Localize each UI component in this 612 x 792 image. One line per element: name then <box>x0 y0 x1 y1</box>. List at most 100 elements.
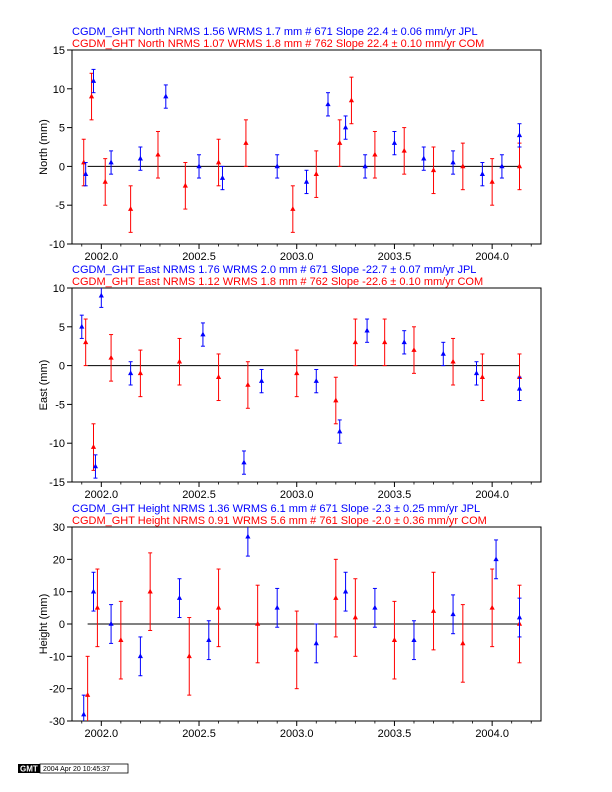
height-x-tick-label: 2003.0 <box>280 728 314 740</box>
north-jpl-point <box>362 163 368 169</box>
height-jpl-point <box>493 556 499 562</box>
east-title-com: CGDM_GHT East NRMS 1.12 WRMS 1.8 mm # 76… <box>72 276 483 288</box>
height-y-tick-label: 30 <box>53 522 65 534</box>
north-com-point <box>102 178 108 184</box>
east-com-point <box>83 339 89 345</box>
height-jpl-point <box>137 653 143 659</box>
east-x-tick-label: 2002.0 <box>84 489 118 501</box>
east-y-tick-label: 5 <box>59 322 65 334</box>
east-jpl-point <box>401 339 407 345</box>
east-data-points <box>79 288 523 479</box>
height-com-point <box>255 621 261 626</box>
height-jpl-point <box>411 637 417 642</box>
height-com-point <box>186 653 192 659</box>
east-y-axis-label: East (mm) <box>38 360 50 411</box>
north-x-tick-label: 2004.0 <box>475 251 509 263</box>
height-y-tick-label: 10 <box>53 587 65 599</box>
north-plot-frame <box>71 49 542 245</box>
height-jpl-point <box>313 640 319 646</box>
east-jpl-point <box>92 463 99 469</box>
height-com-point <box>94 604 101 610</box>
east-com-point <box>352 339 358 345</box>
north-com-point <box>313 171 319 176</box>
height-com-point <box>489 604 495 610</box>
north-x-tick-label: 2003.0 <box>280 251 314 263</box>
north-jpl-point <box>108 159 114 165</box>
north-title-com: CGDM_GHT North NRMS 1.07 WRMS 1.8 mm # 7… <box>72 38 484 50</box>
north-jpl-point <box>196 163 202 169</box>
north-com-point <box>337 140 343 145</box>
east-com-point <box>382 339 388 345</box>
north-y-tick-label: -10 <box>49 239 65 251</box>
east-com-point <box>516 374 523 380</box>
gmt-logo-text: GMT <box>20 765 38 774</box>
north-x-tick-label: 2003.5 <box>378 251 412 263</box>
north-jpl-point <box>479 171 485 176</box>
gmt-logo-box <box>18 764 40 773</box>
height-jpl-point <box>450 611 456 617</box>
north-com-point <box>489 178 495 184</box>
north-com-point <box>88 93 95 99</box>
north-y-tick-label: 15 <box>53 45 65 57</box>
height-com-point <box>333 595 339 600</box>
north-com-point <box>128 206 134 211</box>
east-jpl-point <box>98 292 104 298</box>
east-com-point <box>450 358 456 364</box>
panel-north: CGDM_GHT North NRMS 1.56 WRMS 1.7 mm # 6… <box>38 26 542 263</box>
north-com-point <box>516 163 523 169</box>
east-com-point <box>215 374 222 380</box>
timestamp-text: 2004 Apr 20 10:45:37 <box>43 766 110 773</box>
height-jpl-point <box>372 604 378 610</box>
north-com-point <box>430 167 437 173</box>
panel-east: CGDM_GHT East NRMS 1.76 WRMS 2.0 mm # 67… <box>38 264 542 501</box>
north-y-tick-label: 5 <box>59 123 65 135</box>
height-title-jpl: CGDM_GHT Height NRMS 1.36 WRMS 6.1 mm # … <box>72 503 480 515</box>
north-x-tick-label: 2002.5 <box>182 251 216 263</box>
north-jpl-point <box>90 78 97 83</box>
east-com-point <box>108 354 114 360</box>
north-com-point <box>460 163 466 169</box>
north-com-point <box>182 182 188 188</box>
north-com-point <box>401 147 407 153</box>
north-jpl-point <box>219 175 226 180</box>
north-x-tick-label: 2002.0 <box>84 251 118 263</box>
height-x-tick-label: 2004.0 <box>475 728 509 740</box>
north-y-tick-label: 10 <box>53 84 65 96</box>
east-y-tick-label: 10 <box>53 283 65 295</box>
east-jpl-point <box>200 331 206 337</box>
north-data-points <box>81 68 523 233</box>
east-jpl-point <box>516 385 523 391</box>
height-jpl-point <box>516 614 523 620</box>
north-com-point <box>290 206 296 211</box>
north-jpl-point <box>421 155 427 161</box>
north-jpl-point <box>163 93 169 99</box>
height-data-points <box>81 527 523 721</box>
height-com-point <box>147 588 153 594</box>
east-jpl-point <box>337 428 343 434</box>
height-jpl-point <box>274 604 280 610</box>
north-jpl-point <box>137 155 143 161</box>
north-jpl-point <box>516 132 523 138</box>
height-jpl-point <box>108 621 114 626</box>
height-com-point <box>85 692 91 697</box>
east-com-point <box>137 370 143 376</box>
east-com-point <box>294 370 300 376</box>
north-jpl-point <box>274 163 280 169</box>
height-jpl-point <box>90 588 97 594</box>
east-jpl-point <box>313 378 319 383</box>
north-jpl-point <box>499 163 505 169</box>
panel-height: CGDM_GHT Height NRMS 1.36 WRMS 6.1 mm # … <box>38 503 542 740</box>
height-x-tick-label: 2002.0 <box>84 728 118 740</box>
north-com-point <box>81 159 87 165</box>
east-jpl-point <box>258 378 265 383</box>
height-y-tick-label: -20 <box>49 684 65 696</box>
height-com-point <box>430 608 437 613</box>
east-jpl-point <box>79 323 85 329</box>
height-jpl-point <box>176 595 183 600</box>
height-com-point <box>391 637 398 642</box>
east-com-point <box>176 358 183 364</box>
height-com-point <box>215 604 222 610</box>
height-y-axis-label: Height (mm) <box>38 594 50 655</box>
north-com-point <box>348 97 355 103</box>
north-jpl-point <box>450 159 456 165</box>
